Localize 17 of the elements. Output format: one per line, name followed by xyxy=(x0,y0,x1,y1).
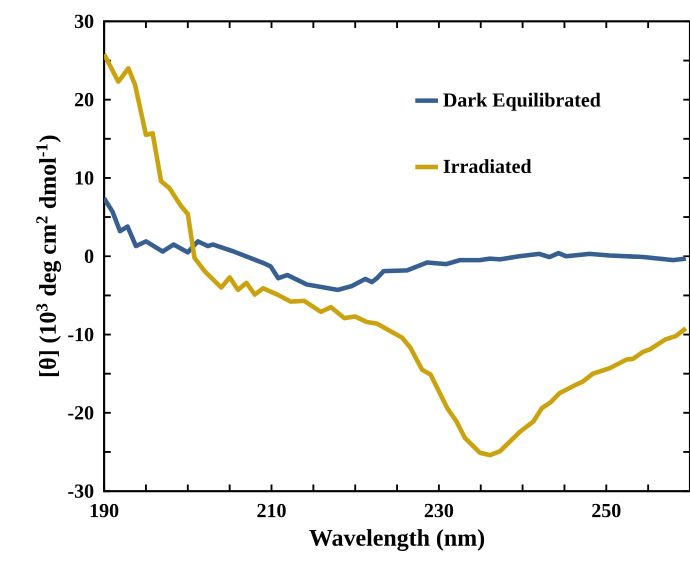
line-series xyxy=(104,196,688,292)
legend-label: Dark Equilibrated xyxy=(443,92,601,111)
y-tick-label: -30 xyxy=(68,484,94,498)
x-tick-label: 190 xyxy=(90,504,118,518)
x-tick-label: 230 xyxy=(424,504,454,518)
y-tick-label: -20 xyxy=(68,406,94,420)
x-axis-title: Wavelength (nm) xyxy=(309,528,484,551)
y-tick-label: 10 xyxy=(76,171,94,185)
y-tick-label: 20 xyxy=(74,92,94,106)
line-series xyxy=(104,52,688,458)
legend-label: Irradiated xyxy=(444,158,532,173)
x-tick-label: 250 xyxy=(592,504,620,518)
y-axis-title: [θ] (10$^{3}$ deg cm$^{2}$ dmol$^{-1}$) xyxy=(36,136,62,376)
y-tick-label: 0 xyxy=(84,249,94,263)
y-tick-label: 30 xyxy=(74,14,94,28)
x-tick-label: 210 xyxy=(257,504,286,518)
y-tick-label: -10 xyxy=(68,328,94,342)
